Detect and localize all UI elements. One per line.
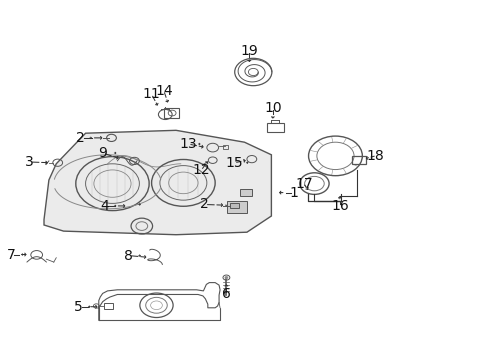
Text: 3: 3	[25, 155, 34, 169]
Circle shape	[224, 276, 227, 279]
Text: 19: 19	[240, 44, 258, 58]
Text: 10: 10	[264, 101, 281, 115]
Text: 7: 7	[6, 248, 15, 261]
Bar	[266, 123, 284, 132]
Text: 12: 12	[192, 163, 210, 177]
Text: 2: 2	[76, 131, 85, 145]
Text: 6: 6	[222, 287, 230, 301]
Text: 8: 8	[124, 249, 133, 262]
Text: 14: 14	[155, 84, 172, 98]
Text: 2: 2	[200, 198, 208, 211]
Text: 13: 13	[179, 137, 197, 151]
Bar	[239, 189, 251, 196]
Bar	[229, 203, 238, 208]
Bar	[164, 108, 179, 118]
Text: 4: 4	[101, 199, 109, 213]
Text: 11: 11	[142, 87, 160, 101]
Bar	[223, 145, 228, 149]
Text: 9: 9	[98, 146, 107, 160]
Text: 15: 15	[225, 156, 243, 170]
Bar	[351, 156, 365, 164]
Text: 5: 5	[74, 300, 82, 314]
Text: 1: 1	[288, 186, 297, 199]
Text: 18: 18	[366, 149, 384, 163]
Bar	[227, 201, 246, 213]
Text: 17: 17	[295, 177, 312, 191]
Text: 16: 16	[330, 199, 348, 213]
Bar	[104, 303, 113, 309]
Polygon shape	[44, 130, 271, 235]
